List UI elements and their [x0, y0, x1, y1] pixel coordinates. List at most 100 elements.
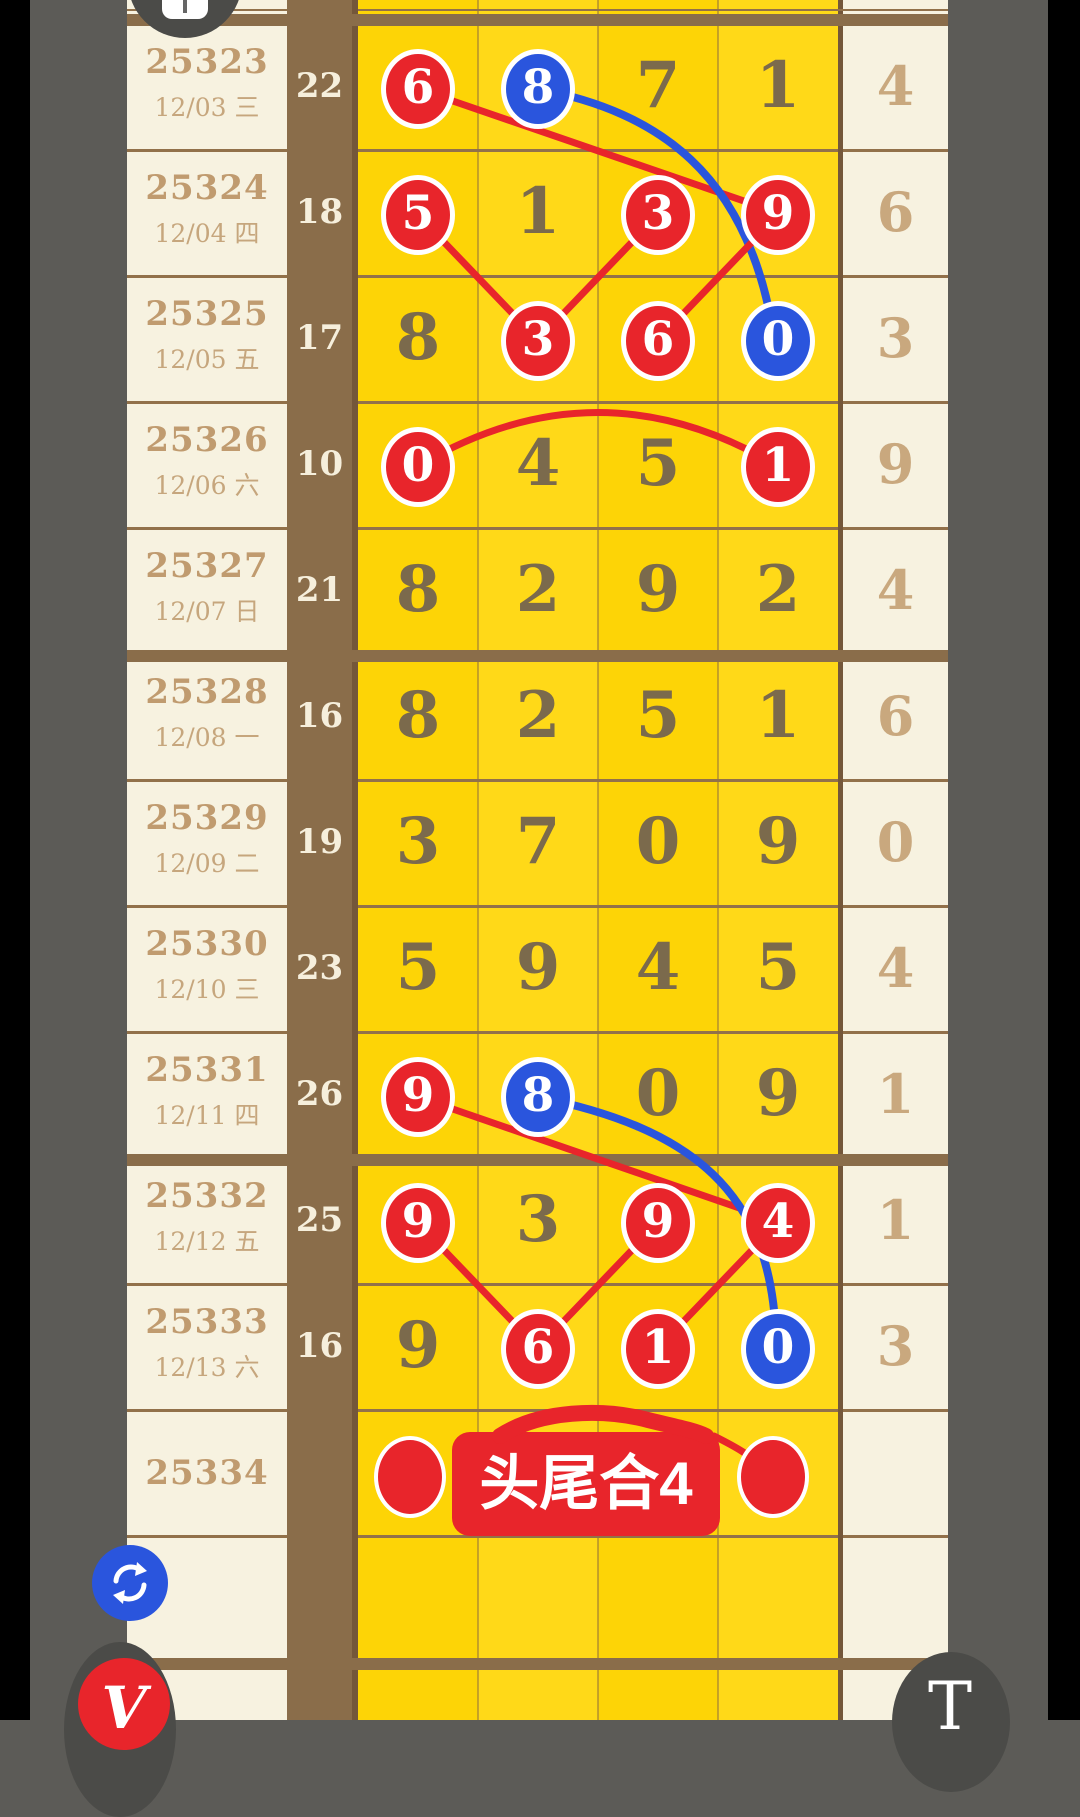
digit-cell-4: [718, 278, 838, 404]
digit-cell-4: 1: [718, 656, 838, 782]
sum-cell: 21: [295, 570, 344, 610]
tail-cell: 3: [843, 1286, 948, 1412]
digit-cell-2: [478, 278, 598, 404]
period-cell: 25334: [127, 1412, 287, 1538]
column-divider: [717, 0, 719, 1720]
period-number: 25326: [145, 420, 269, 460]
digit-cell-3: 9: [598, 530, 718, 656]
table-row: 25332 12/12 五 25 3 1: [127, 1160, 948, 1286]
tail-cell: 3: [843, 278, 948, 404]
period-cell: 25327 12/07 日: [127, 530, 287, 656]
circled-digit-red: 9: [621, 1183, 695, 1263]
draw-date: 12/03 三: [154, 93, 260, 122]
period-number: 25323: [145, 42, 269, 82]
circled-digit-red: 5: [381, 175, 455, 255]
arrow-up-shaft: [183, 0, 187, 13]
tail-cell: [843, 1412, 948, 1538]
group-separator: [127, 14, 948, 26]
draw-date: 12/12 五: [154, 1227, 260, 1256]
sum-cell: [287, 1412, 352, 1538]
tail-cell: [843, 1538, 948, 1664]
digit-cell-2: 4: [478, 404, 598, 530]
sum-cell: 18: [295, 192, 344, 232]
digit-cell-4: [718, 1538, 838, 1664]
digit-cell-3: [598, 1412, 718, 1538]
draw-date: 12/13 六: [154, 1353, 260, 1382]
sum-cell: 16: [295, 1326, 344, 1366]
period-column-background: [127, 0, 287, 1720]
draw-date: 12/04 四: [154, 219, 260, 248]
tail-cell: 4: [843, 530, 948, 656]
digit-cell-3: 5: [598, 404, 718, 530]
draw-date: 12/06 六: [154, 471, 260, 500]
trend-table: 25323 12/03 三 22 7 1 4 25324 12/04 四 18 …: [127, 0, 948, 1720]
table-row: 25328 12/08 一 16 8 2 5 1 6: [127, 656, 948, 782]
tail-cell: 1: [843, 1160, 948, 1286]
period-cell: 25330 12/10 三: [127, 908, 287, 1034]
period-cell: 25329 12/09 二: [127, 782, 287, 908]
banner-left-circle: [374, 1436, 446, 1518]
sum-column-background: [287, 0, 352, 1720]
circled-digit-red: 1: [741, 427, 815, 507]
refresh-icon: [113, 1562, 147, 1604]
draw-date: 12/10 三: [154, 975, 260, 1004]
digit-cell-4: 1: [718, 26, 838, 152]
sum-cell: 23: [295, 948, 344, 988]
tail-cell: 6: [843, 152, 948, 278]
text-tool-icon: T: [927, 1668, 973, 1745]
digit-cell-3: 0: [598, 782, 718, 908]
row-divider: [358, 9, 948, 11]
brand-glyph: V: [101, 1674, 147, 1742]
digit-cell-1: 8: [358, 278, 478, 404]
digit-cell-4: 9: [718, 1034, 838, 1160]
digit-cell-4: [718, 404, 838, 530]
brand-logo-button[interactable]: V: [78, 1658, 170, 1750]
digit-cell-1: [358, 1412, 478, 1538]
circled-digit-red: 3: [501, 301, 575, 381]
table-row: 25325 12/05 五 17 8 3: [127, 278, 948, 404]
digit-cell-3: [598, 278, 718, 404]
table-row: [127, 1538, 948, 1664]
group-separator: [127, 650, 948, 662]
digit-cell-4: 2: [718, 530, 838, 656]
screen-edge-right: [1048, 0, 1080, 1720]
tail-cell: 1: [843, 1034, 948, 1160]
digit-cell-1: 3: [358, 782, 478, 908]
table-row: 25323 12/03 三 22 7 1 4: [127, 26, 948, 152]
table-row: 25329 12/09 二 19 3 7 0 9 0: [127, 782, 948, 908]
banner-right-circle: [737, 1436, 809, 1518]
period-number: 25330: [145, 924, 269, 964]
draw-date: 12/09 二: [154, 849, 260, 878]
circled-digit-red: 0: [381, 427, 455, 507]
digit-cell-1: 9: [358, 1286, 478, 1412]
column-divider: [477, 0, 479, 1720]
digit-cell-1: 5: [358, 908, 478, 1034]
period-number: 25325: [145, 294, 269, 334]
circled-digit-red: 6: [621, 301, 695, 381]
sum-cell: 19: [295, 822, 344, 862]
digit-cell-3: 5: [598, 656, 718, 782]
circled-digit-blue: 8: [501, 1057, 575, 1137]
period-cell: 25324 12/04 四: [127, 152, 287, 278]
period-number: 25327: [145, 546, 269, 586]
draw-date: 12/07 日: [154, 597, 260, 626]
period-number: 25333: [145, 1302, 269, 1342]
period-cell: 25323 12/03 三: [127, 26, 287, 152]
digit-cell-2: 3: [478, 1160, 598, 1286]
period-cell: 25332 12/12 五: [127, 1160, 287, 1286]
digit-cell-3: [598, 1538, 718, 1664]
circled-digit-blue: 0: [741, 1309, 815, 1389]
sum-cell: [287, 1538, 352, 1664]
digit-cell-3: 4: [598, 908, 718, 1034]
digit-cell-4: [718, 1286, 838, 1412]
digit-cell-1: 8: [358, 530, 478, 656]
refresh-button[interactable]: [92, 1545, 168, 1621]
circled-digit-red: 9: [381, 1183, 455, 1263]
group-separator: [127, 1658, 948, 1670]
sum-cell: 10: [295, 444, 344, 484]
digit-cell-1: [358, 1538, 478, 1664]
digit-cell-2: 1: [478, 152, 598, 278]
circled-digit-red: 3: [621, 175, 695, 255]
period-cell: 25333 12/13 六: [127, 1286, 287, 1412]
sum-cell: 25: [295, 1200, 344, 1240]
